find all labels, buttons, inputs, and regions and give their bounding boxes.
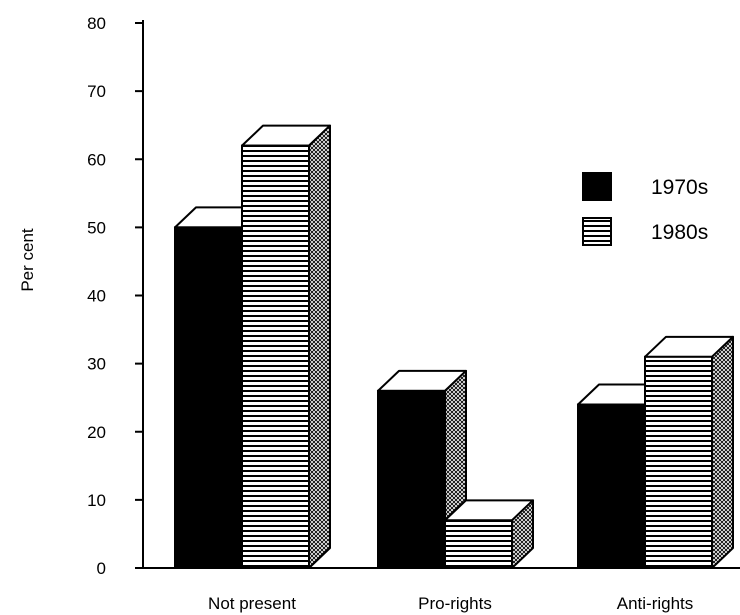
- bar-front-face: [241, 144, 310, 569]
- x-category-label: Pro-rights: [418, 594, 492, 613]
- bars-group: [174, 124, 734, 569]
- y-tick-label: 40: [87, 287, 106, 306]
- legend: 1970s 1980s: [582, 172, 708, 246]
- bar: [644, 335, 734, 569]
- bar-side-face: [711, 335, 734, 569]
- bar: [241, 124, 331, 569]
- x-category-label: Anti-rights: [617, 594, 694, 613]
- legend-swatch: [582, 172, 612, 201]
- y-tick-label: 70: [87, 82, 106, 101]
- legend-label: 1970s: [651, 176, 708, 199]
- bar-front-face: [174, 226, 243, 569]
- x-category-label: Not present: [208, 594, 296, 613]
- bar-front-face: [644, 355, 713, 569]
- y-tick-label: 30: [87, 355, 106, 374]
- y-tick-label: 80: [87, 14, 106, 33]
- legend-item: 1980s: [582, 217, 708, 246]
- y-tick-label: 20: [87, 423, 106, 442]
- axes: 0 10 20 30 40 50 60 70 80 Per cent Not present Pro-…: [18, 14, 740, 613]
- bar-front-face: [377, 389, 446, 569]
- bar-front-face: [577, 403, 646, 569]
- bar-side-face: [308, 124, 331, 569]
- y-axis-label: Per cent: [18, 228, 37, 292]
- y-tick-label: 0: [97, 559, 106, 578]
- legend-label: 1980s: [651, 221, 708, 244]
- legend-item: 1970s: [582, 172, 708, 201]
- bar: [444, 499, 534, 569]
- legend-swatch: [582, 217, 612, 246]
- y-tick-label: 10: [87, 491, 106, 510]
- y-tick-label: 50: [87, 218, 106, 237]
- y-tick-label: 60: [87, 150, 106, 169]
- bar-front-face: [444, 519, 513, 569]
